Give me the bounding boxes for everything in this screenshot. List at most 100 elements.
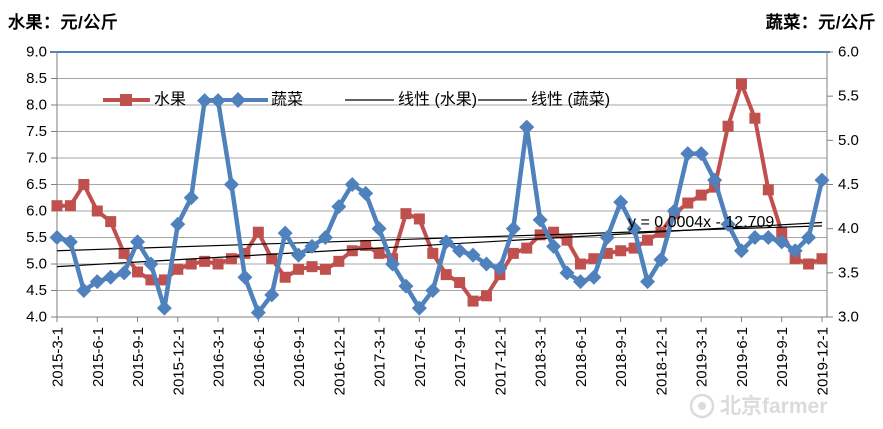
fruit-data-point <box>507 247 519 259</box>
left-axis-tick-label: 7.0 <box>26 150 47 167</box>
left-axis-title: 水果：元/公斤 <box>8 13 119 32</box>
vegetable-data-point <box>774 234 790 250</box>
vegetable-data-point <box>707 172 723 188</box>
vegetable-data-point <box>223 177 239 192</box>
vegetable-data-point <box>291 247 307 263</box>
fruit-data-point <box>695 189 707 201</box>
vegetable-data-point <box>452 243 468 259</box>
vegetable-data-point <box>559 265 575 281</box>
vegetable-data-point <box>653 252 669 268</box>
right-axis-tick-label: 5.0 <box>838 132 859 149</box>
fruit-data-point <box>615 245 627 257</box>
vegetable-data-point <box>492 260 508 276</box>
vegetable-data-point <box>572 274 588 290</box>
fruit-data-point <box>239 247 251 259</box>
vegetable-data-point <box>613 194 629 210</box>
legend-item-label: 线性 (蔬菜) <box>531 91 610 109</box>
fruit-data-point <box>682 197 694 209</box>
x-axis-tick-label: 2016-6-1 <box>251 327 268 387</box>
vegetable-data-point <box>317 230 333 245</box>
fruit-data-point <box>185 258 197 270</box>
fruit-data-point <box>78 179 90 190</box>
fruit-data-point <box>749 112 761 124</box>
right-axis-title: 蔬菜：元/公斤 <box>765 13 876 32</box>
vegetable-data-point <box>277 225 293 241</box>
vegetable-data-point <box>693 146 709 162</box>
right-axis-tick-label: 4.5 <box>838 176 859 193</box>
fruit-data-point <box>333 255 345 267</box>
weibo-logo-icon <box>689 393 715 419</box>
fruit-data-point <box>212 258 224 270</box>
vegetable-data-point <box>250 305 266 321</box>
vegetable-data-point <box>358 185 374 201</box>
vegetable-data-point <box>532 212 548 228</box>
vegetable-data-point <box>49 230 65 245</box>
x-axis-tick-label: 2015-9-1 <box>130 327 147 387</box>
x-axis-tick-label: 2019-9-1 <box>774 327 791 387</box>
fruit-data-point <box>816 253 828 265</box>
fruit-data-point <box>400 208 412 220</box>
legend-marker-diamond <box>230 92 246 108</box>
vegetable-data-point <box>103 269 119 285</box>
fruit-data-point <box>105 216 117 228</box>
vegetable-data-point <box>130 234 146 250</box>
vegetable-data-point <box>760 230 776 245</box>
fruit-data-point <box>548 226 560 238</box>
vegetable-data-point <box>156 300 172 316</box>
vegetable-data-point <box>666 203 682 219</box>
vegetable-data-point <box>425 283 441 298</box>
left-axis-tick-label: 7.5 <box>26 123 47 140</box>
fruit-data-point <box>454 277 466 289</box>
vegetable-data-point <box>546 238 562 254</box>
fruit-data-point <box>642 234 654 246</box>
fruit-data-point <box>762 184 774 196</box>
vegetable-data-point <box>304 238 320 254</box>
left-axis-tick-label: 6.5 <box>26 176 47 193</box>
right-axis-tick-label: 3.5 <box>838 264 859 281</box>
vegetable-data-point <box>411 300 427 316</box>
fruit-data-point <box>225 253 237 265</box>
vegetable-data-point <box>814 172 830 188</box>
vegetable-data-point <box>264 287 280 303</box>
vegetable-data-point <box>680 146 696 162</box>
fruit-data-point <box>360 239 372 251</box>
x-axis-tick-label: 2019-3-1 <box>694 327 711 387</box>
fruit-data-point <box>521 242 533 254</box>
x-axis-tick-label: 2019-6-1 <box>734 327 751 387</box>
fruit-data-point <box>427 247 439 259</box>
x-axis-tick-label: 2016-12-1 <box>331 327 348 395</box>
right-axis-tick-label: 4.0 <box>838 220 859 237</box>
fruit-data-point <box>199 255 211 267</box>
vegetable-data-point <box>385 256 401 272</box>
vegetable-data-point <box>371 221 387 237</box>
vegetable-data-point <box>505 221 521 237</box>
right-axis-tick-label: 6.0 <box>838 44 859 61</box>
fruit-data-point <box>373 247 385 259</box>
fruit-data-point <box>574 258 586 270</box>
x-axis-tick-label: 2019-12-1 <box>815 327 832 395</box>
vegetable-data-point <box>183 190 199 206</box>
vegetable-data-point <box>89 274 105 290</box>
watermark: 北京farmer <box>689 393 827 419</box>
vegetable-data-point <box>747 230 763 245</box>
fruit-data-point <box>91 205 103 217</box>
left-axis-tick-label: 9.0 <box>26 44 47 61</box>
left-axis-tick-label: 5.5 <box>26 229 47 246</box>
legend-item-label: 蔬菜 <box>271 91 303 109</box>
fruit-data-point <box>118 247 130 259</box>
fruit-data-point <box>132 266 144 278</box>
vegetable-data-point <box>519 119 535 135</box>
vegetable-data-point <box>116 265 132 281</box>
fruit-data-point <box>172 263 184 275</box>
vegetable-data-point <box>586 269 602 285</box>
vegetable-data-point <box>801 230 817 245</box>
vegetable-data-point <box>640 274 656 290</box>
fruit-data-point <box>601 247 613 259</box>
x-axis-tick-label: 2017-9-1 <box>452 327 469 387</box>
fruit-data-point <box>776 226 788 238</box>
vegetable-series-line <box>56 98 825 315</box>
fruit-data-point <box>413 213 425 225</box>
fruit-data-point <box>561 234 573 246</box>
fruit-data-point <box>306 261 318 273</box>
